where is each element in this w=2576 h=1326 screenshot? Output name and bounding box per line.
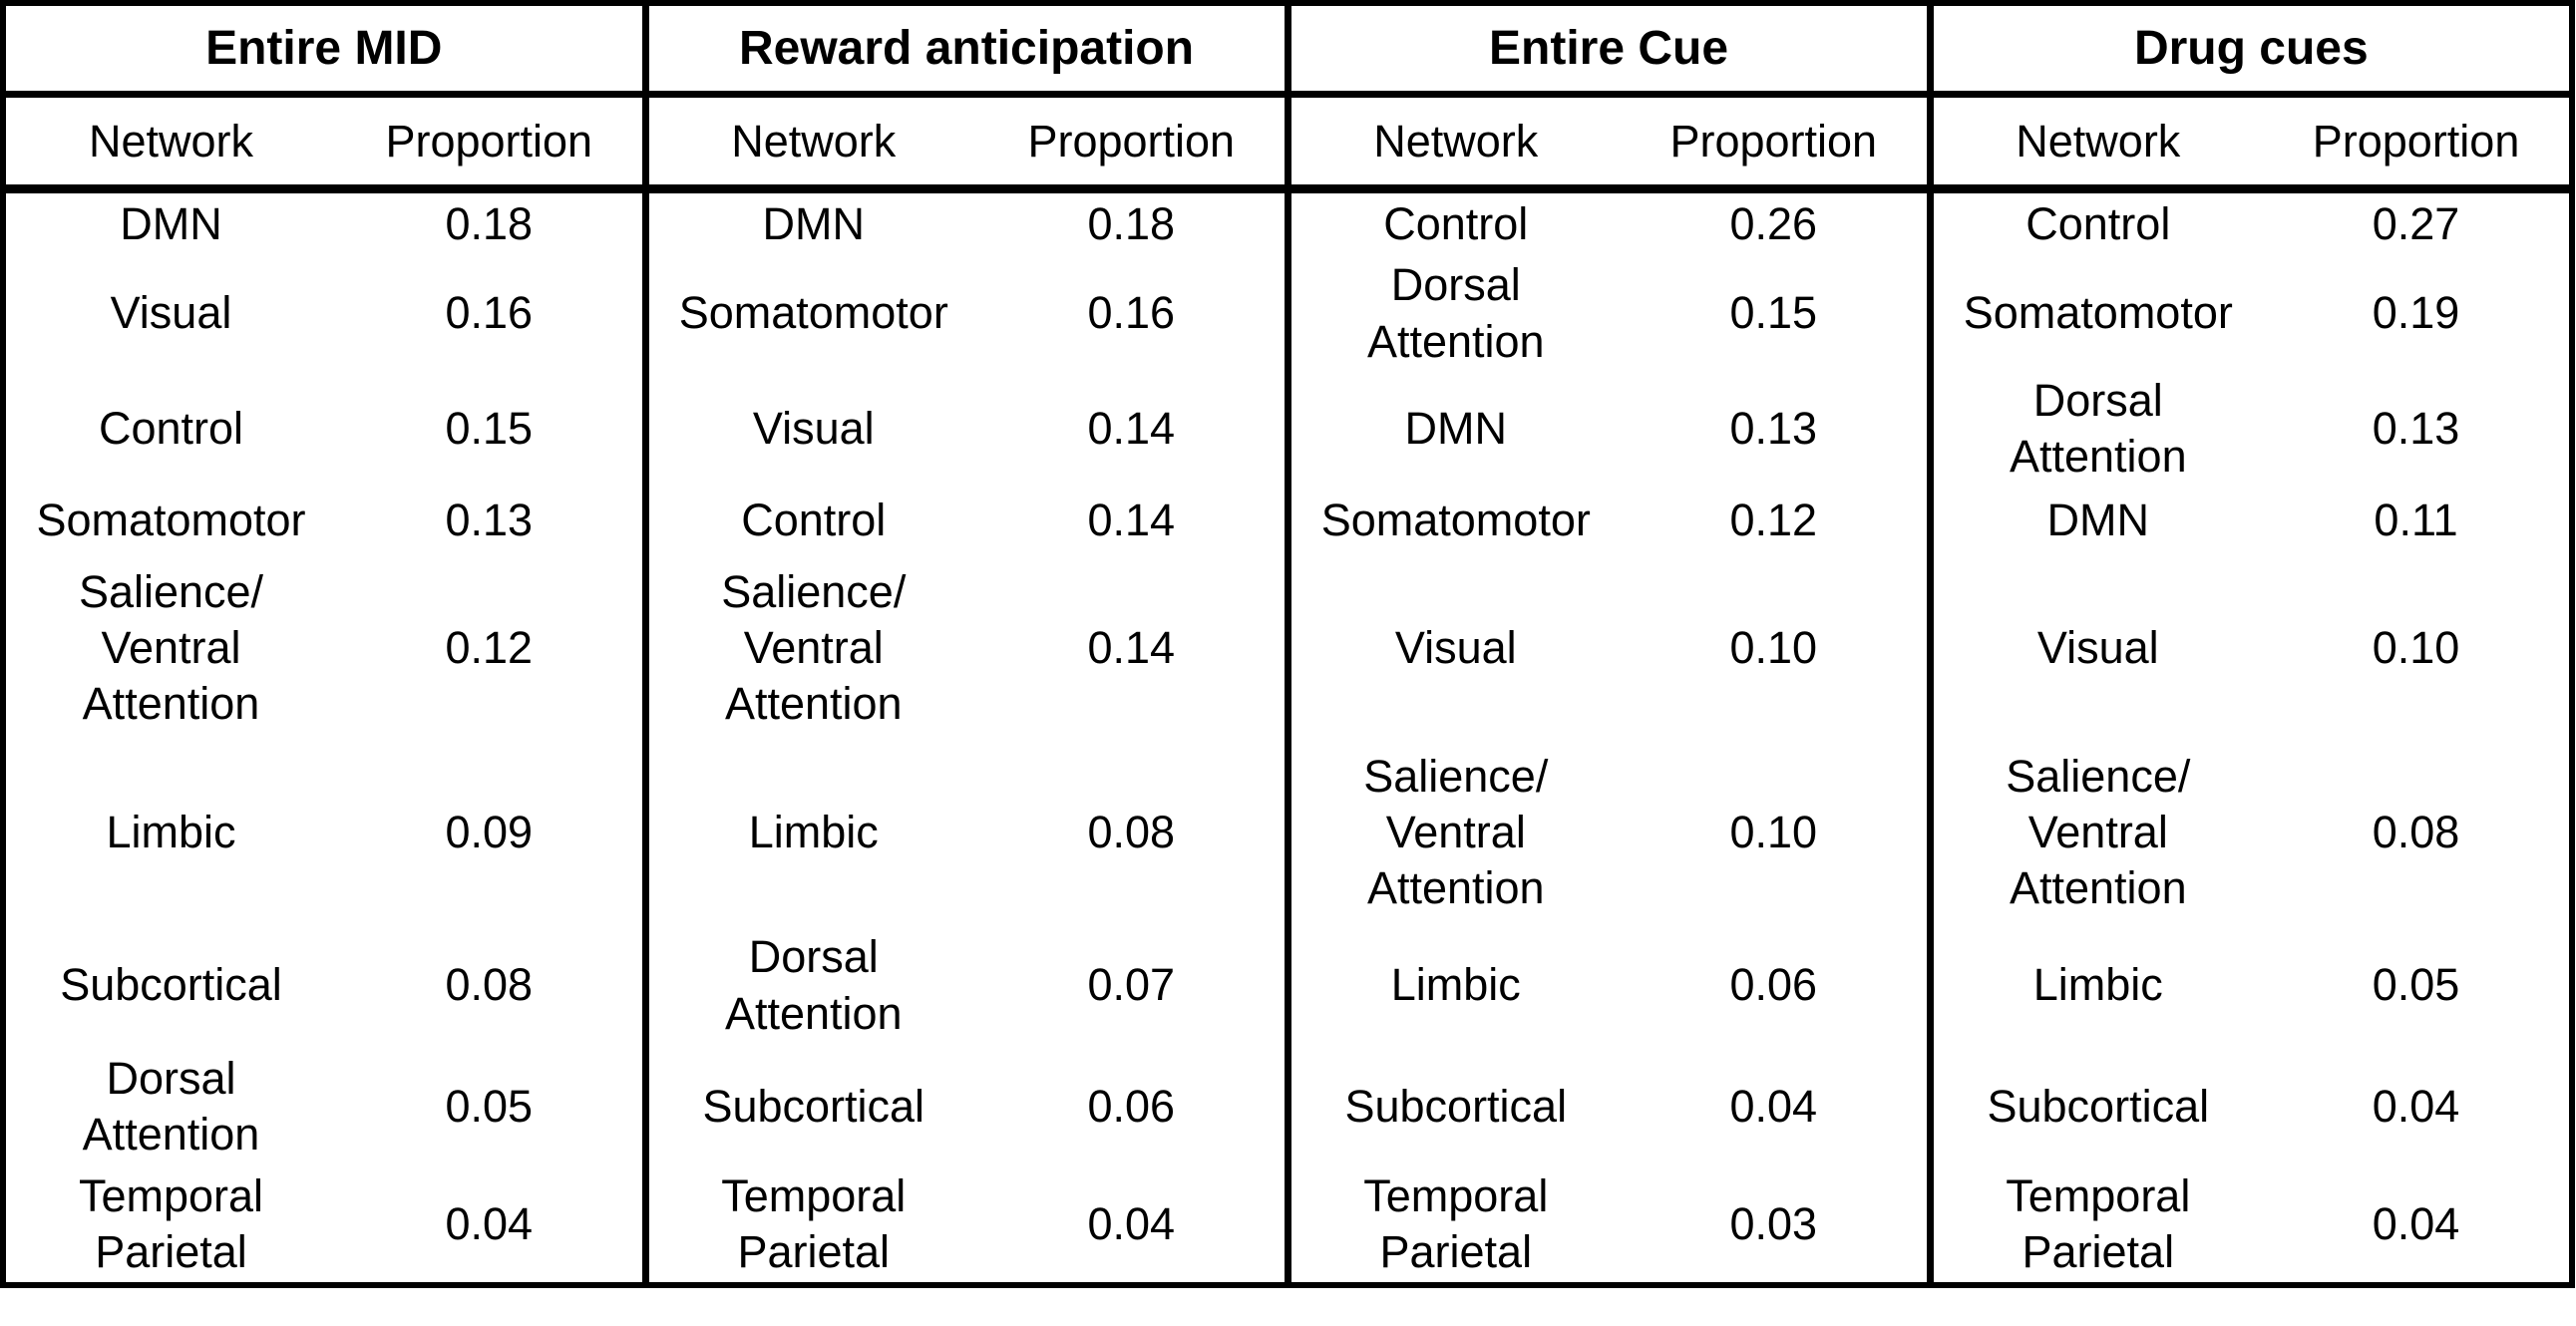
table-row: Subcortical 0.08 Dorsal Attention 0.07 L… xyxy=(3,924,2572,1047)
proportion-cell: 0.08 xyxy=(2372,806,2460,857)
proportion-cell: 0.18 xyxy=(1087,198,1176,250)
proportion-cell: 0.04 xyxy=(2372,1197,2460,1249)
panel-title-entire-cue: Entire Cue xyxy=(1284,3,1931,98)
network-cell: Temporal Parietal xyxy=(1284,1166,1622,1285)
panel-title-drug-cues: Drug cues xyxy=(1926,3,2573,98)
network-cell: Somatomotor xyxy=(36,495,306,546)
proportion-cell: 0.10 xyxy=(2372,621,2460,673)
proportion-cell: 0.16 xyxy=(445,287,534,339)
network-cell: Subcortical xyxy=(1284,1046,1622,1167)
proportion-cell: 0.05 xyxy=(445,1080,534,1132)
network-cell: Visual xyxy=(641,371,979,487)
proportion-cell: 0.14 xyxy=(1087,495,1176,546)
network-cell: Visual xyxy=(1284,555,1622,741)
network-cell: Limbic xyxy=(106,806,236,857)
table-row: Control 0.15 Visual 0.14 DMN 0.13 Dorsal… xyxy=(3,371,2572,487)
proportion-cell: 0.10 xyxy=(1729,806,1818,857)
network-cell: Visual xyxy=(1926,555,2264,741)
proportion-cell: 0.04 xyxy=(445,1197,534,1249)
proportion-cell: 0.18 xyxy=(445,198,534,250)
proportion-column-header: Proportion xyxy=(1621,94,1931,193)
network-cell: Dorsal Attention xyxy=(641,924,979,1047)
network-cell: Temporal Parietal xyxy=(78,1169,264,1277)
proportion-cell: 0.27 xyxy=(2372,198,2460,250)
network-cell: Somatomotor xyxy=(1284,486,1622,556)
proportion-cell: 0.04 xyxy=(1729,1080,1818,1132)
network-cell: Dorsal Attention xyxy=(82,1052,260,1160)
network-cell: Subcortical xyxy=(641,1046,979,1167)
network-cell: Limbic xyxy=(1926,924,2264,1047)
proportion-cell: 0.11 xyxy=(2374,495,2458,546)
column-headers-row: Network Proportion Network Proportion Ne… xyxy=(3,94,2573,193)
proportion-cell: 0.06 xyxy=(1087,1080,1176,1132)
network-cell: Salience/ Ventral Attention xyxy=(1926,740,2264,925)
table-row: Limbic 0.09 Limbic 0.08 Salience/ Ventra… xyxy=(3,740,2572,925)
proportion-cell: 0.12 xyxy=(445,621,534,673)
network-cell: Somatomotor xyxy=(641,255,979,372)
panel-titles-row: Entire MID Reward anticipation Entire Cu… xyxy=(3,3,2573,98)
proportion-cell: 0.03 xyxy=(1729,1197,1818,1249)
network-cell: DMN xyxy=(120,198,222,250)
proportion-cell: 0.08 xyxy=(1087,806,1176,857)
network-column-header: Network xyxy=(1284,94,1622,193)
network-cell: Limbic xyxy=(641,740,979,925)
proportion-cell: 0.04 xyxy=(2372,1080,2460,1132)
panel-title-entire-mid: Entire MID xyxy=(3,3,646,98)
proportion-cell: 0.04 xyxy=(1087,1197,1176,1249)
network-cell: Control xyxy=(1926,188,2264,256)
network-cell: Control xyxy=(98,402,244,454)
network-cell: Dorsal Attention xyxy=(1284,255,1622,372)
proportion-cell: 0.07 xyxy=(1087,959,1176,1011)
table-row: Visual 0.16 Somatomotor 0.16 Dorsal Atte… xyxy=(3,255,2572,372)
proportion-cell: 0.08 xyxy=(445,959,534,1011)
network-column-header: Network xyxy=(3,94,336,193)
network-cell: Temporal Parietal xyxy=(1926,1166,2264,1285)
network-cell: Limbic xyxy=(1284,924,1622,1047)
table-row: Somatomotor 0.13 Control 0.14 Somatomoto… xyxy=(3,486,2572,556)
network-cell: Subcortical xyxy=(1926,1046,2264,1167)
proportion-cell: 0.10 xyxy=(1729,621,1818,673)
proportion-cell: 0.13 xyxy=(445,495,534,546)
proportion-cell: 0.14 xyxy=(1087,621,1176,673)
network-cell: Salience/ Ventral Attention xyxy=(78,565,264,730)
proportion-column-header: Proportion xyxy=(978,94,1288,193)
proportion-cell: 0.12 xyxy=(1729,495,1818,546)
network-cell: Subcortical xyxy=(60,959,282,1011)
proportion-column-header: Proportion xyxy=(2263,94,2573,193)
network-cell: Salience/ Ventral Attention xyxy=(1284,740,1622,925)
table-row: DMN 0.18 DMN 0.18 Control 0.26 Control 0… xyxy=(3,188,2572,256)
network-cell: Salience/ Ventral Attention xyxy=(641,555,979,741)
proportion-cell: 0.09 xyxy=(445,806,534,857)
table-row: Temporal Parietal 0.04 Temporal Parietal… xyxy=(3,1166,2572,1285)
proportion-cell: 0.14 xyxy=(1087,402,1176,454)
proportion-cell: 0.15 xyxy=(445,402,534,454)
proportion-cell: 0.13 xyxy=(1729,402,1818,454)
network-cell: DMN xyxy=(1926,486,2264,556)
network-column-header: Network xyxy=(641,94,979,193)
proportion-cell: 0.26 xyxy=(1729,198,1818,250)
table-row: Dorsal Attention 0.05 Subcortical 0.06 S… xyxy=(3,1046,2572,1167)
network-cell: Control xyxy=(1284,188,1622,256)
proportion-cell: 0.05 xyxy=(2372,959,2460,1011)
proportion-cell: 0.19 xyxy=(2372,287,2460,339)
table-row: Salience/ Ventral Attention 0.12 Salienc… xyxy=(3,555,2572,741)
network-cell: Temporal Parietal xyxy=(641,1166,979,1285)
network-proportions-table: Entire MID Reward anticipation Entire Cu… xyxy=(0,0,2576,1288)
panel-title-reward-anticipation: Reward anticipation xyxy=(641,3,1288,98)
proportion-cell: 0.13 xyxy=(2372,402,2460,454)
network-cell: DMN xyxy=(641,188,979,256)
network-cell: Somatomotor xyxy=(1926,255,2264,372)
proportion-cell: 0.06 xyxy=(1729,959,1818,1011)
network-cell: Visual xyxy=(110,287,232,339)
network-cell: Control xyxy=(641,486,979,556)
proportion-cell: 0.16 xyxy=(1087,287,1176,339)
network-cell: Dorsal Attention xyxy=(1926,371,2264,487)
network-cell: DMN xyxy=(1284,371,1622,487)
proportion-column-header: Proportion xyxy=(336,94,646,193)
proportion-cell: 0.15 xyxy=(1729,287,1818,339)
network-column-header: Network xyxy=(1926,94,2264,193)
